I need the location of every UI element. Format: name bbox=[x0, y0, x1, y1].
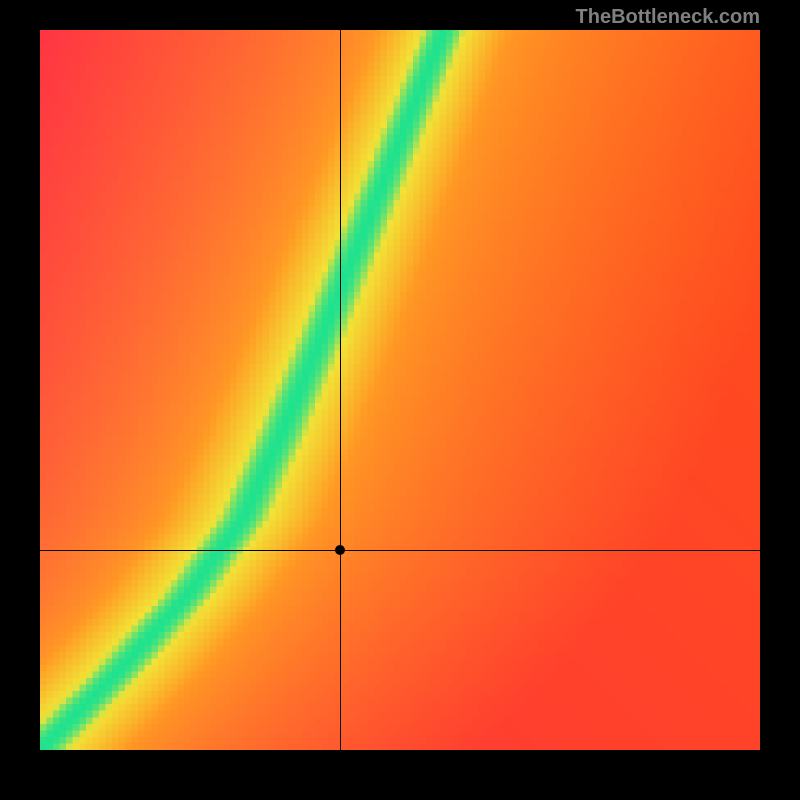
crosshair-vertical bbox=[340, 30, 341, 750]
marker-dot bbox=[335, 545, 345, 555]
watermark: TheBottleneck.com bbox=[576, 6, 760, 29]
crosshair-horizontal bbox=[40, 550, 760, 551]
heatmap-canvas bbox=[40, 30, 760, 750]
heatmap-plot bbox=[40, 30, 760, 750]
